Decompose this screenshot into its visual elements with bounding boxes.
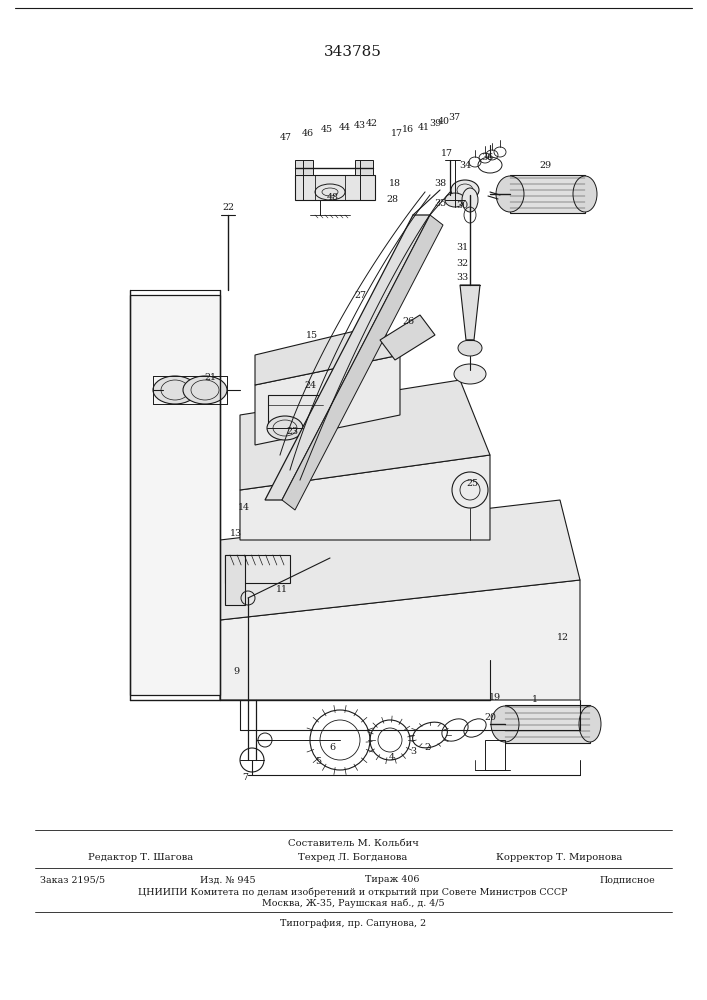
Text: 15: 15 (306, 330, 318, 340)
Text: 14: 14 (238, 504, 250, 512)
Polygon shape (220, 580, 580, 700)
Text: 42: 42 (366, 118, 378, 127)
Bar (268, 395, 323, 425)
Ellipse shape (491, 706, 519, 742)
Polygon shape (240, 380, 490, 490)
Text: Типография, пр. Сапунова, 2: Типография, пр. Сапунова, 2 (280, 918, 426, 928)
Text: 23: 23 (286, 428, 298, 436)
Bar (485, 740, 505, 770)
Text: 40: 40 (438, 116, 450, 125)
Bar (355, 160, 373, 175)
Text: 22: 22 (222, 204, 234, 213)
Ellipse shape (153, 376, 197, 404)
Ellipse shape (496, 176, 524, 212)
Text: 24: 24 (304, 380, 316, 389)
Polygon shape (220, 500, 580, 620)
Text: 35: 35 (434, 200, 446, 209)
Text: 19: 19 (489, 692, 501, 702)
Text: 43: 43 (354, 120, 366, 129)
Text: Тираж 406: Тираж 406 (365, 876, 419, 884)
Text: 48: 48 (327, 194, 339, 202)
Text: 25: 25 (466, 479, 478, 488)
Text: 47: 47 (280, 133, 292, 142)
Bar (130, 295, 220, 695)
Ellipse shape (579, 706, 601, 742)
Text: 33: 33 (456, 273, 468, 282)
Text: 7: 7 (242, 772, 248, 782)
Text: 1: 1 (532, 696, 538, 704)
Text: 9: 9 (233, 668, 239, 676)
Text: 4: 4 (389, 754, 395, 762)
Polygon shape (460, 285, 480, 340)
Ellipse shape (462, 188, 478, 212)
Polygon shape (240, 455, 490, 540)
Text: Заказ 2195/5: Заказ 2195/5 (40, 876, 105, 884)
Polygon shape (380, 315, 435, 360)
Text: 17: 17 (391, 128, 403, 137)
Text: 34: 34 (459, 160, 471, 169)
Text: 39: 39 (429, 119, 441, 128)
Polygon shape (282, 215, 443, 510)
Text: Техред Л. Богданова: Техред Л. Богданова (298, 854, 407, 862)
Ellipse shape (451, 180, 479, 200)
Text: 30: 30 (456, 200, 468, 210)
Text: 21: 21 (204, 373, 216, 382)
Text: 44: 44 (339, 123, 351, 132)
Text: 27: 27 (354, 290, 366, 300)
Text: 36: 36 (481, 152, 493, 161)
Bar (505, 705, 590, 743)
Text: Составитель М. Кольбич: Составитель М. Кольбич (288, 838, 419, 848)
Bar (510, 175, 585, 213)
Polygon shape (255, 325, 400, 385)
Text: 29: 29 (539, 160, 551, 169)
Text: 20: 20 (484, 714, 496, 722)
Text: 18: 18 (389, 178, 401, 188)
Ellipse shape (573, 176, 597, 212)
Text: 41: 41 (418, 122, 430, 131)
Text: 45: 45 (321, 125, 333, 134)
Text: 46: 46 (302, 128, 314, 137)
Text: 26: 26 (402, 318, 414, 326)
Text: 16: 16 (402, 125, 414, 134)
Text: 6: 6 (329, 744, 335, 752)
Text: Корректор Т. Миронова: Корректор Т. Миронова (496, 854, 622, 862)
Text: ЦНИИПИ Комитета по делам изобретений и открытий при Совете Министров СССР: ЦНИИПИ Комитета по делам изобретений и о… (139, 887, 568, 897)
Text: 11: 11 (276, 585, 288, 594)
Text: Подписное: Подписное (600, 876, 656, 884)
Text: 3: 3 (410, 748, 416, 756)
Ellipse shape (458, 340, 482, 356)
Text: Изд. № 945: Изд. № 945 (200, 876, 256, 884)
Text: 31: 31 (456, 243, 468, 252)
Ellipse shape (267, 416, 303, 440)
Bar (295, 160, 313, 175)
Text: 32: 32 (456, 258, 468, 267)
Polygon shape (265, 215, 430, 500)
Text: 28: 28 (386, 196, 398, 205)
Text: 37: 37 (448, 113, 460, 122)
Text: 38: 38 (434, 178, 446, 188)
Ellipse shape (454, 364, 486, 384)
Ellipse shape (183, 376, 227, 404)
Text: 13: 13 (230, 528, 242, 538)
Bar (225, 555, 245, 605)
Text: 2: 2 (424, 744, 430, 752)
Text: 5: 5 (315, 758, 321, 766)
Text: Редактор Т. Шагова: Редактор Т. Шагова (88, 854, 193, 862)
Text: 12: 12 (557, 634, 569, 643)
Bar (295, 175, 375, 200)
Bar (225, 555, 290, 583)
Text: 343785: 343785 (324, 45, 382, 59)
Text: Москва, Ж-35, Раушская наб., д. 4/5: Москва, Ж-35, Раушская наб., д. 4/5 (262, 898, 444, 908)
Polygon shape (255, 355, 400, 445)
Text: 17: 17 (441, 148, 453, 157)
Ellipse shape (445, 193, 465, 207)
